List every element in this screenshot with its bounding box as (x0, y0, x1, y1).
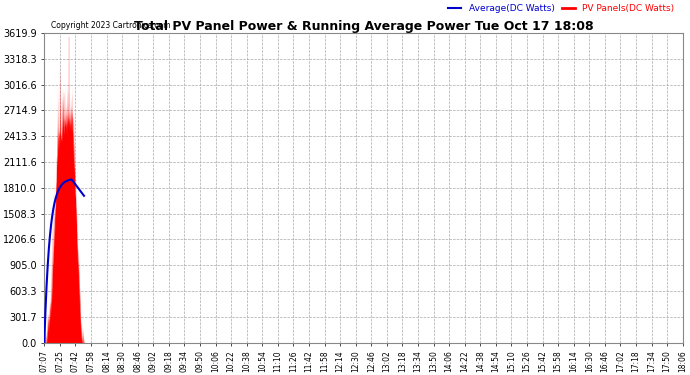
Text: Copyright 2023 Cartronics.com: Copyright 2023 Cartronics.com (50, 21, 170, 30)
Legend: Average(DC Watts), PV Panels(DC Watts): Average(DC Watts), PV Panels(DC Watts) (444, 0, 678, 16)
Title: Total PV Panel Power & Running Average Power Tue Oct 17 18:08: Total PV Panel Power & Running Average P… (134, 20, 593, 33)
